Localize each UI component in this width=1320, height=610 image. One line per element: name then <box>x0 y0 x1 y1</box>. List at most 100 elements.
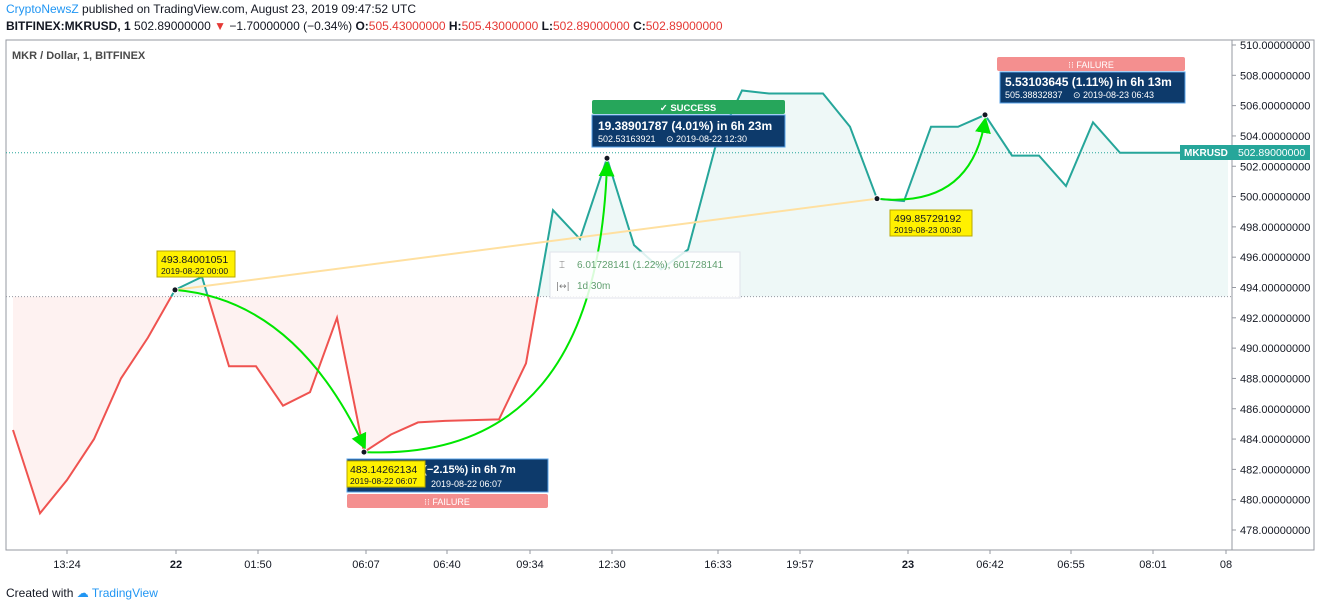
x-tick-label: 13:24 <box>53 559 81 571</box>
y-tick-label: 496.00000000 <box>1240 252 1310 264</box>
symbol-ohlc-line: BITFINEX:MKRUSD, 1 502.89000000 ▼ −1.700… <box>6 19 723 33</box>
publish-info: CryptoNewsZ published on TradingView.com… <box>6 2 416 16</box>
created-with-text: Created with <box>6 586 74 600</box>
high-value: 505.43000000 <box>461 19 539 33</box>
measure-tooltip: ⌶ 6.01728141 (1.22%), 601728141 |↔| 1d 3… <box>549 251 741 299</box>
price-label-symbol: MKRUSD <box>1184 148 1228 159</box>
success-date: 2019-08-22 12:30 <box>676 134 747 144</box>
measure-time-icon: |↔| <box>556 282 570 292</box>
open-value: 505.43000000 <box>368 19 446 33</box>
x-tick-label: 06:55 <box>1057 559 1085 571</box>
failure-top-title: 5.53103645 (1.11%) in 6h 13m <box>1005 75 1172 89</box>
measure-price-change: 6.01728141 (1.22%), 601728141 <box>577 260 724 271</box>
current-price-label: MKRUSD 502.89000000 <box>1180 145 1310 160</box>
y-tick-label: 506.00000000 <box>1240 101 1310 113</box>
anchor-point <box>873 195 881 203</box>
failure-top-date: 2019-08-23 06:43 <box>1083 90 1154 100</box>
anchor-point <box>603 154 611 162</box>
close-label: C: <box>633 19 646 33</box>
y-tick-label: 488.00000000 <box>1240 373 1310 385</box>
info-box-failure-top[interactable]: ⁝⁝ FAILURE 5.53103645 (1.11%) in 6h 13m … <box>997 57 1186 104</box>
y-tick-label: 498.00000000 <box>1240 222 1310 234</box>
clock-icon: ⊙ <box>666 135 674 145</box>
published-text: published on TradingView.com, August 23,… <box>82 2 417 16</box>
y-tick-label: 510.00000000 <box>1240 40 1310 52</box>
x-tick-label: 19:57 <box>786 559 814 571</box>
plot-frame <box>5 39 1315 551</box>
anchor-point <box>981 111 989 119</box>
success-price: 502.53163921 <box>598 134 656 144</box>
tradingview-logo-link[interactable]: TradingView <box>91 586 158 600</box>
price-line-segment-2 <box>206 296 539 454</box>
y-tick-label: 486.00000000 <box>1240 404 1310 416</box>
x-tick-label: 22 <box>170 559 182 571</box>
chart-title: MKR / Dollar, 1, BITFINEX <box>12 50 146 62</box>
low-label: L: <box>541 19 553 33</box>
price-change: −1.70000000 (−0.34%) <box>229 19 353 33</box>
footer: Created with ☁ TradingView <box>6 586 158 600</box>
success-badge: ✓ SUCCESS <box>660 103 717 114</box>
yellow-label-1-date: 2019-08-22 00:00 <box>161 266 228 276</box>
y-tick-label: 478.00000000 <box>1240 525 1310 537</box>
failure-badge-bottom: ⁝⁝ FAILURE <box>424 497 470 507</box>
y-tick-label: 504.00000000 <box>1240 131 1310 143</box>
x-tick-label: 23 <box>902 559 914 571</box>
info-box-bottom-date: 2019-08-22 06:07 <box>431 479 502 489</box>
success-title: 19.38901787 (4.01%) in 6h 23m <box>598 119 772 133</box>
measure-duration: 1d 30m <box>577 281 610 292</box>
yellow-label-1[interactable]: 493.84001051 2019-08-22 00:00 <box>156 250 236 278</box>
x-tick-label: 09:34 <box>516 559 544 571</box>
price-line-segment-0 <box>12 296 173 516</box>
info-box-bottom-title: 5 (−2.15%) in 6h 7m <box>414 464 516 476</box>
yellow-label-2-date: 2019-08-22 06:07 <box>350 476 417 486</box>
down-arrow-icon: ▼ <box>214 19 226 33</box>
y-tick-label: 482.00000000 <box>1240 464 1310 476</box>
y-tick-label: 500.00000000 <box>1240 192 1310 204</box>
x-tick-label: 01:50 <box>244 559 272 571</box>
area-fill-3 <box>537 90 1228 297</box>
x-tick-label: 08:01 <box>1139 559 1167 571</box>
yellow-label-3-date: 2019-08-23 00:30 <box>894 225 961 235</box>
symbol: BITFINEX:MKRUSD, 1 <box>6 19 131 33</box>
measure-price-icon: ⌶ <box>559 260 565 271</box>
area-fill-1 <box>171 276 208 297</box>
tradingview-cloud-icon: ☁ <box>76 586 89 600</box>
close-value: 502.89000000 <box>645 19 723 33</box>
x-tick-label: 08 <box>1220 559 1232 571</box>
last-price: 502.89000000 <box>134 19 211 33</box>
failure-top-price: 505.38832837 <box>1005 90 1063 100</box>
area-fill-2 <box>207 296 538 453</box>
curved-arrow-1 <box>363 160 615 454</box>
y-tick-label: 502.00000000 <box>1240 161 1310 173</box>
yellow-label-2-value: 483.14262134 <box>350 464 417 476</box>
yellow-label-2[interactable]: 483.14262134 2019-08-22 06:07 <box>346 460 426 488</box>
yellow-label-1-value: 493.84001051 <box>161 254 228 266</box>
x-tick-label: 06:07 <box>352 559 380 571</box>
open-label: O: <box>355 19 369 33</box>
area-fill-0 <box>13 296 172 514</box>
yellow-label-3[interactable]: 499.85729192 2019-08-23 00:30 <box>889 209 973 237</box>
y-tick-label: 480.00000000 <box>1240 495 1310 507</box>
failure-badge-top: ⁝⁝ FAILURE <box>1068 60 1114 70</box>
x-tick-label: 12:30 <box>598 559 626 571</box>
anchor-point <box>171 286 179 294</box>
x-tick-label: 16:33 <box>704 559 732 571</box>
high-label: H: <box>448 19 462 33</box>
yellow-label-3-value: 499.85729192 <box>894 213 961 225</box>
y-tick-label: 494.00000000 <box>1240 283 1310 295</box>
y-tick-label: 484.00000000 <box>1240 434 1310 446</box>
info-box-success[interactable]: ✓ SUCCESS 19.38901787 (4.01%) in 6h 23m … <box>591 100 786 148</box>
curved-arrow-0 <box>174 288 367 450</box>
low-value: 502.89000000 <box>552 19 630 33</box>
y-tick-label: 490.00000000 <box>1240 343 1310 355</box>
curved-arrow-2 <box>876 116 991 201</box>
y-tick-label: 492.00000000 <box>1240 313 1310 325</box>
trend-line <box>174 197 878 291</box>
y-tick-label: 508.00000000 <box>1240 70 1310 82</box>
author-link[interactable]: CryptoNewsZ <box>6 2 79 16</box>
x-tick-label: 06:40 <box>433 559 461 571</box>
x-tick-label: 06:42 <box>976 559 1004 571</box>
anchor-point <box>360 448 368 456</box>
price-label-value: 502.89000000 <box>1238 147 1305 159</box>
